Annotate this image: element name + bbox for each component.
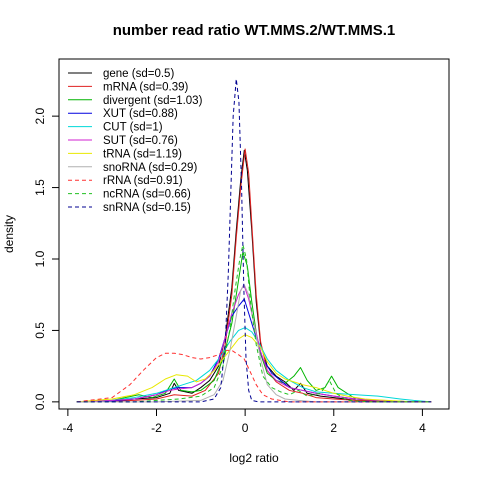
x-axis-label: log2 ratio — [229, 451, 279, 465]
legend-label-ncrna: ncRNA (sd=0.66) — [103, 189, 191, 201]
y-tick-label: 1.0 — [33, 250, 47, 267]
legend-label-xut: XUT (sd=0.88) — [103, 108, 178, 120]
y-tick-label: 2.0 — [33, 107, 47, 124]
x-tick-label: 2 — [330, 421, 337, 435]
legend-label-gene: gene (sd=0.5) — [103, 68, 174, 80]
legend-label-cut: CUT (sd=1) — [103, 122, 163, 134]
y-tick-label: 0.0 — [33, 393, 47, 410]
legend-label-snrna: snRNA (sd=0.15) — [103, 202, 191, 214]
legend-label-trna: tRNA (sd=1.19) — [103, 148, 182, 160]
chart-title: number read ratio WT.MMS.2/WT.MMS.1 — [113, 22, 396, 39]
x-tick-label: 4 — [419, 421, 426, 435]
x-tick-label: -4 — [63, 421, 74, 435]
legend-label-mrna: mRNA (sd=0.39) — [103, 81, 188, 93]
legend-label-rrna: rRNA (sd=0.91) — [103, 175, 183, 187]
y-tick-label: 0.5 — [33, 322, 47, 339]
legend-label-divergent: divergent (sd=1.03) — [103, 95, 203, 107]
x-tick-label: 0 — [242, 421, 249, 435]
y-axis-label: density — [2, 215, 16, 253]
legend-label-sut: SUT (sd=0.76) — [103, 135, 178, 147]
legend-label-snorna: snoRNA (sd=0.29) — [103, 162, 197, 174]
x-tick-label: -2 — [151, 421, 162, 435]
y-tick-label: 1.5 — [33, 179, 47, 196]
